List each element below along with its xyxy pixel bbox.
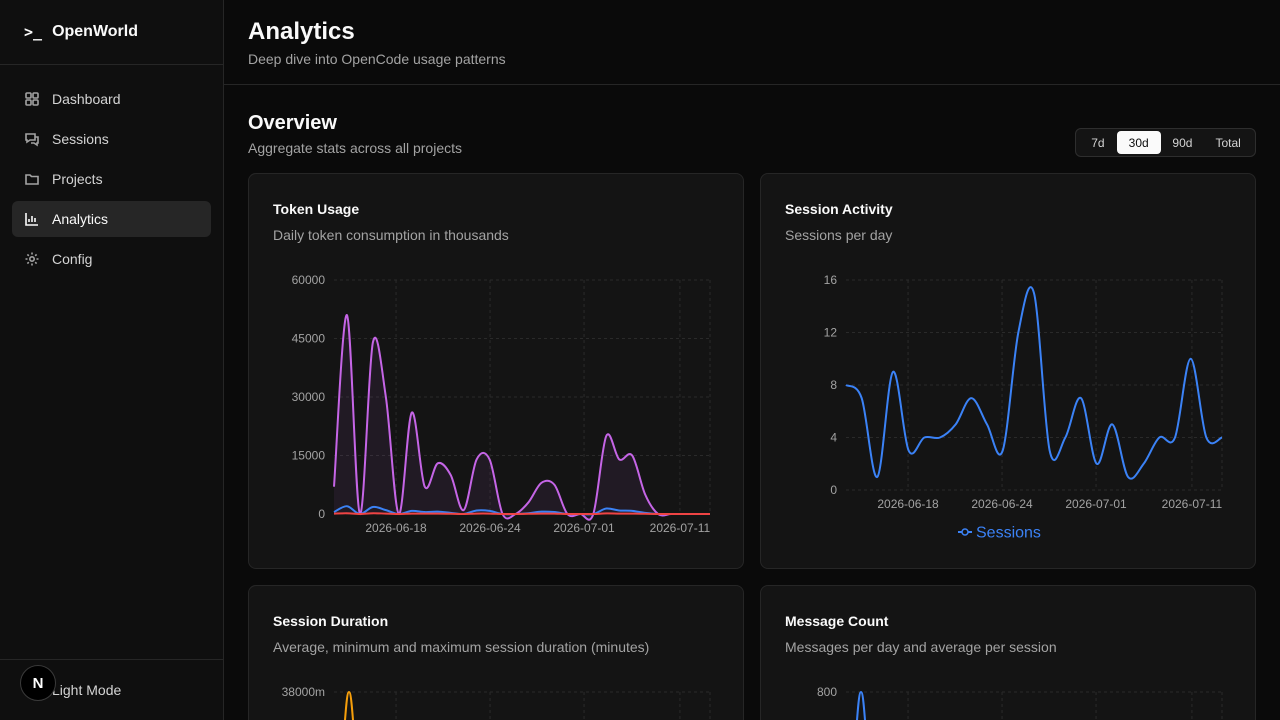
sidebar-nav: Dashboard Sessions Projects Analytics Co… [0,65,223,297]
y-tick-label: 0 [318,507,325,521]
card-subtitle: Messages per day and average per session [785,639,1057,655]
y-tick-label: 38000m [282,685,325,699]
range-selector: 7d 30d 90d Total [1075,128,1256,157]
x-tick-label: 2026-06-18 [877,497,939,511]
page-subtitle: Deep dive into OpenCode usage patterns [248,51,506,67]
chat-icon [25,133,39,147]
series-area [334,314,710,520]
token-usage-card: Token Usage Daily token consumption in t… [248,173,744,569]
range-90d-button[interactable]: 90d [1172,135,1193,150]
x-tick-label: 2026-07-11 [650,521,711,535]
token-usage-chart[interactable]: 0 15000 30000 45000 60000 2026-06-18 2026-06-2… [249,174,745,570]
series-line [333,512,710,516]
terminal-icon: >_ [24,23,43,41]
gear-icon [25,252,39,266]
sidebar-item-label: Config [52,251,93,267]
overview-subtitle: Aggregate stats across all projects [248,140,462,156]
message-count-chart[interactable]: 800 [761,586,1257,720]
brand[interactable]: >_ OpenWorld [0,0,223,65]
session-duration-chart[interactable]: 38000m [249,586,745,720]
y-tick-label: 12 [824,326,838,340]
dashboard-icon [25,92,39,106]
x-tick-label: 2026-07-11 [1162,497,1223,511]
series-line [845,286,1223,480]
series-line [855,690,867,720]
range-total-button[interactable]: Total [1215,135,1241,150]
range-30d-button[interactable]: 30d [1116,131,1161,154]
y-tick-label: 0 [830,483,837,497]
bar-chart-icon [25,213,38,226]
sidebar-item-sessions[interactable]: Sessions [12,121,211,157]
sidebar: >_ OpenWorld Dashboard Sessions Projects… [0,0,224,720]
page-header: Analytics Deep dive into OpenCode usage … [224,0,1280,85]
sidebar-item-analytics[interactable]: Analytics [12,201,211,237]
y-tick-label: 4 [830,431,837,445]
x-tick-label: 2026-06-18 [365,521,427,535]
card-subtitle: Sessions per day [785,227,893,243]
x-tick-label: 2026-07-01 [1065,497,1127,511]
overview-title: Overview [248,112,337,134]
sidebar-item-projects[interactable]: Projects [12,161,211,197]
y-tick-label: 16 [824,273,838,287]
sidebar-item-dashboard[interactable]: Dashboard [12,81,211,117]
card-title: Message Count [785,613,889,629]
card-subtitle: Average, minimum and maximum session dur… [273,639,650,655]
session-duration-card: Session Duration Average, minimum and ma… [248,585,744,720]
y-tick-label: 15000 [292,449,326,463]
y-tick-label: 8 [830,378,837,392]
sidebar-item-label: Analytics [52,211,109,227]
range-7d-button[interactable]: 7d [1091,135,1105,150]
x-tick-label: 2026-06-24 [459,521,521,535]
page-title: Analytics [248,18,355,45]
session-activity-chart[interactable]: 0 4 8 12 16 2026-06-18 2026-06-24 2026-07-01 202… [761,174,1257,570]
sidebar-item-config[interactable]: Config [12,241,211,277]
card-subtitle: Daily token consumption in thousands [273,227,509,243]
session-activity-card: Session Activity Sessions per day 0 4 8 12 1… [760,173,1256,569]
next-logo-badge[interactable]: N [20,665,56,701]
legend-label: Sessions [976,525,1041,542]
y-tick-label: 800 [817,685,837,699]
folder-icon [25,174,39,185]
y-tick-label: 45000 [292,332,326,346]
message-count-card: Message Count Messages per day and avera… [760,585,1256,720]
sidebar-item-label: Projects [52,171,103,187]
card-title: Session Activity [785,201,893,217]
card-title: Token Usage [273,201,360,217]
light-mode-toggle[interactable]: Light Mode [52,682,122,698]
x-tick-label: 2026-06-24 [971,497,1033,511]
legend-dot-icon [961,528,969,536]
series-line [343,690,355,720]
sidebar-item-label: Dashboard [52,91,121,107]
sidebar-footer: Light Mode N [0,659,223,720]
x-tick-label: 2026-07-01 [553,521,615,535]
sidebar-item-label: Sessions [52,131,109,147]
brand-name: OpenWorld [52,23,138,40]
y-tick-label: 60000 [292,273,326,287]
y-tick-label: 30000 [292,390,326,404]
card-title: Session Duration [273,613,389,629]
